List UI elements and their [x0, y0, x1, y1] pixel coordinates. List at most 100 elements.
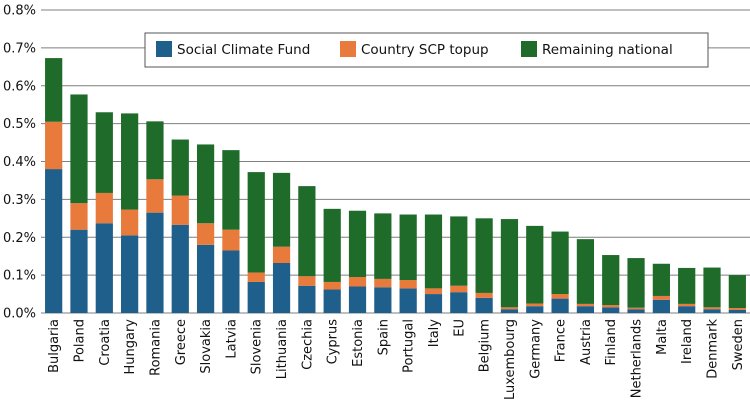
bar-austria-remaining-national	[576, 239, 595, 304]
bar-latvia-country-scp-topup	[222, 229, 240, 251]
x-tick-label-austria: Austria	[579, 319, 594, 365]
y-tick-label: 0.4%	[3, 155, 36, 170]
x-tick-label-france: France	[554, 319, 569, 362]
bar-bulgaria-social-climate-fund	[45, 169, 63, 313]
x-tick-label-germany: Germany	[528, 319, 543, 379]
bar-germany-remaining-national	[526, 225, 544, 304]
bar-belgium-country-scp-topup	[475, 292, 493, 298]
x-tick-label-slovakia: Slovakia	[199, 319, 214, 374]
bar-malta-social-climate-fund	[652, 299, 670, 313]
bar-cyprus-remaining-national	[323, 208, 341, 282]
bar-latvia-remaining-national	[222, 150, 240, 230]
bar-romania-remaining-national	[146, 121, 164, 180]
x-tick-label-spain: Spain	[376, 319, 391, 355]
x-tick-label-romania: Romania	[148, 319, 163, 376]
bar-finland-remaining-national	[602, 255, 620, 306]
bar-netherlands-remaining-national	[627, 258, 645, 308]
bar-poland-social-climate-fund	[70, 229, 88, 313]
x-axis-labels: Bulgaria Poland Croatia Hungary Romania Greec…	[47, 319, 746, 400]
bar-netherlands-country-scp-topup	[627, 307, 645, 310]
bar-denmark-social-climate-fund	[703, 309, 721, 313]
bar-ireland-country-scp-topup	[678, 303, 696, 307]
bar-spain-country-scp-topup	[374, 278, 392, 288]
x-tick-label-sweden: Sweden	[731, 319, 746, 370]
bar-czechia-remaining-national	[298, 186, 316, 277]
bar-estonia-country-scp-topup	[348, 277, 367, 287]
x-tick-label-hungary: Hungary	[123, 319, 138, 375]
bar-austria-social-climate-fund	[576, 306, 595, 313]
y-tick-label: 0.3%	[3, 193, 36, 208]
x-tick-label-finland: Finland	[604, 319, 619, 365]
bar-slovakia-country-scp-topup	[196, 223, 215, 245]
legend-swatch-country-scp-topup	[340, 41, 356, 57]
x-tick-label-ireland: Ireland	[680, 319, 695, 364]
bar-germany-country-scp-topup	[526, 303, 544, 307]
x-tick-label-slovenia: Slovenia	[250, 319, 265, 374]
bar-hungary-remaining-national	[121, 113, 139, 210]
bar-denmark-country-scp-topup	[703, 307, 721, 310]
bar-croatia-remaining-national	[95, 112, 113, 193]
bar-slovakia-social-climate-fund	[196, 244, 215, 313]
bar-eu-social-climate-fund	[450, 292, 468, 313]
bar-slovenia-social-climate-fund	[247, 281, 265, 313]
bar-slovakia-remaining-national	[196, 144, 215, 224]
x-tick-label-italy: Italy	[427, 319, 442, 348]
bar-finland-country-scp-topup	[602, 305, 620, 308]
bar-latvia-social-climate-fund	[222, 250, 240, 313]
x-tick-label-cyprus: Cyprus	[326, 319, 341, 365]
bar-slovenia-country-scp-topup	[247, 272, 265, 282]
bar-italy-remaining-national	[424, 214, 443, 289]
x-tick-label-greece: Greece	[174, 319, 189, 365]
bar-estonia-remaining-national	[348, 210, 367, 278]
legend: Social Climate Fund Country SCP topup Re…	[144, 32, 709, 68]
y-tick-label: 0.7%	[3, 41, 36, 56]
bar-eu-remaining-national	[450, 216, 468, 286]
bar-poland-remaining-national	[70, 94, 88, 204]
bar-cyprus-country-scp-topup	[323, 281, 341, 290]
x-tick-label-estonia: Estonia	[351, 319, 366, 367]
y-tick-label: 0.0%	[3, 307, 36, 322]
x-tick-label-latvia: Latvia	[224, 319, 239, 359]
bar-finland-social-climate-fund	[602, 307, 620, 313]
bar-germany-social-climate-fund	[526, 306, 544, 313]
bar-greece-social-climate-fund	[171, 224, 189, 313]
bar-czechia-country-scp-topup	[298, 276, 316, 286]
bar-sweden-social-climate-fund	[728, 309, 746, 313]
bar-portugal-social-climate-fund	[399, 288, 417, 313]
y-tick-label: 0.1%	[3, 269, 36, 284]
legend-swatch-social-climate-fund	[156, 41, 172, 57]
bar-poland-country-scp-topup	[70, 203, 88, 230]
bar-netherlands-social-climate-fund	[627, 309, 645, 313]
bar-ireland-social-climate-fund	[678, 306, 696, 313]
x-tick-label-poland: Poland	[72, 319, 87, 362]
bar-bulgaria-country-scp-topup	[45, 121, 63, 170]
bar-lithuania-remaining-national	[272, 172, 291, 247]
y-tick-label: 0.8%	[3, 4, 36, 19]
legend-box	[144, 32, 709, 68]
y-tick-label: 0.2%	[3, 231, 36, 246]
bar-spain-social-climate-fund	[374, 287, 392, 313]
x-tick-label-portugal: Portugal	[402, 319, 417, 373]
bar-belgium-social-climate-fund	[475, 297, 493, 313]
x-tick-label-eu: EU	[452, 319, 467, 337]
bar-spain-remaining-national	[374, 213, 392, 279]
y-axis-ticks: 0.0% 0.1% 0.2% 0.3% 0.4% 0.5% 0.6% 0.7% 0.8%	[3, 4, 36, 322]
bar-austria-country-scp-topup	[576, 303, 595, 307]
bar-greece-country-scp-topup	[171, 195, 189, 225]
bar-lithuania-country-scp-topup	[272, 246, 291, 264]
bar-eu-country-scp-topup	[450, 285, 468, 293]
x-tick-label-luxembourg: Luxembourg	[503, 319, 518, 400]
bar-lithuania-social-climate-fund	[272, 263, 291, 313]
bar-portugal-remaining-national	[399, 214, 417, 281]
x-tick-label-netherlands: Netherlands	[630, 319, 645, 398]
bar-luxembourg-country-scp-topup	[500, 307, 519, 310]
bar-france-social-climate-fund	[551, 298, 569, 313]
bar-malta-country-scp-topup	[652, 295, 670, 300]
x-tick-label-croatia: Croatia	[98, 319, 113, 366]
legend-label-country-scp-topup: Country SCP topup	[361, 42, 489, 58]
bar-bulgaria-remaining-national	[45, 58, 63, 122]
bar-denmark-remaining-national	[703, 267, 721, 308]
bar-france-country-scp-topup	[551, 294, 569, 299]
